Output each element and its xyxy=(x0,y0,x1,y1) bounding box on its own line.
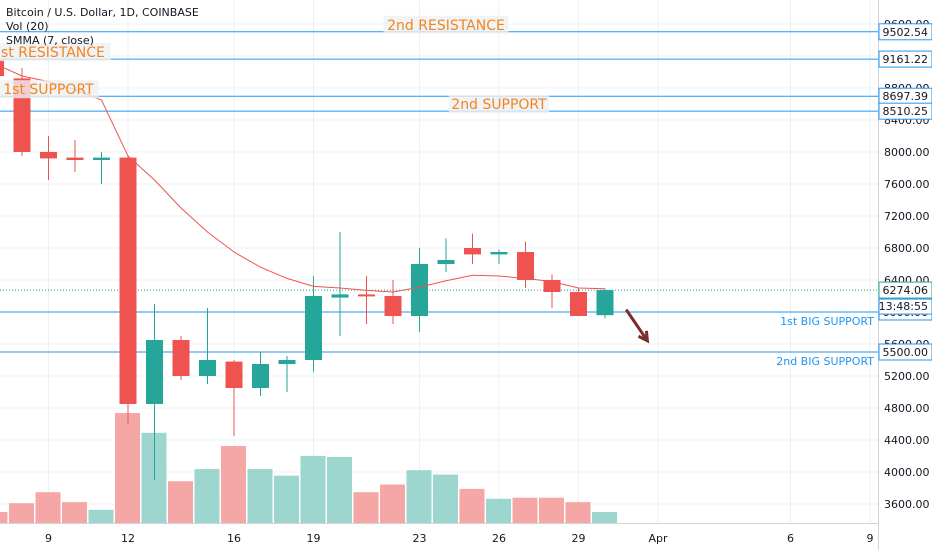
level-annotation: 1st BIG SUPPORT xyxy=(780,315,874,328)
y-tick-label: 4000.00 xyxy=(884,466,930,479)
last-price-badge xyxy=(878,281,932,299)
level-price-badge xyxy=(878,102,932,120)
annotation-background xyxy=(448,95,550,114)
y-tick-label: 8000.00 xyxy=(884,146,930,159)
volume-bar xyxy=(539,497,564,523)
level-price-label: 8697.39 xyxy=(883,90,929,103)
annotation-background xyxy=(383,15,509,34)
level-price-badge xyxy=(878,50,932,68)
level-annotation: 2nd RESISTANCE xyxy=(387,18,505,34)
y-tick-label: 4800.00 xyxy=(884,402,930,415)
volume-bar xyxy=(300,455,326,523)
volume-bar xyxy=(433,474,458,523)
volume-bar xyxy=(0,512,8,523)
countdown-label: 13:48:55 xyxy=(879,300,928,313)
trend-arrow-head xyxy=(637,330,650,344)
volume-bar xyxy=(88,509,114,523)
candle-body xyxy=(66,157,84,160)
trend-arrow xyxy=(624,308,649,342)
y-tick-label: 6800.00 xyxy=(884,242,930,255)
x-tick-label: 19 xyxy=(307,532,321,545)
candle-body xyxy=(517,252,534,280)
volume-bar xyxy=(9,503,34,523)
candle-body xyxy=(252,364,269,388)
volume-bar xyxy=(406,470,432,523)
volume-bar xyxy=(565,502,591,523)
chart-legend: Bitcoin / U.S. Dollar, 1D, COINBASE Vol … xyxy=(6,6,199,48)
volume-bar xyxy=(353,492,379,523)
level-annotation: 2nd BIG SUPPORT xyxy=(776,355,874,368)
candle-body xyxy=(358,294,375,297)
candle-body xyxy=(384,296,402,316)
candle-body xyxy=(464,248,481,255)
candle-body xyxy=(172,340,190,376)
level-price-label: 5500.00 xyxy=(883,346,929,359)
symbol-title[interactable]: Bitcoin / U.S. Dollar, 1D, COINBASE xyxy=(6,6,199,19)
y-tick-label: 7200.00 xyxy=(884,210,930,223)
y-tick-label: 5200.00 xyxy=(884,370,930,383)
candle-body xyxy=(331,294,349,298)
y-tick-label: 4400.00 xyxy=(884,434,930,447)
level-annotation: 2nd SUPPORT xyxy=(451,97,547,113)
volume-bar xyxy=(115,413,140,523)
volume-bar xyxy=(168,481,193,523)
x-tick-label: 29 xyxy=(572,532,586,545)
level-annotation: 1st SUPPORT xyxy=(3,82,94,98)
x-tick-label: 26 xyxy=(492,532,506,545)
candle-body xyxy=(119,157,137,404)
x-tick-label: 9 xyxy=(867,532,874,545)
candle-body xyxy=(199,360,216,376)
volume-bar xyxy=(459,488,485,523)
smma-indicator-label[interactable]: SMMA (7, close) xyxy=(6,34,94,47)
last-price-label: 6274.06 xyxy=(883,284,929,297)
candle-body xyxy=(0,60,4,76)
volume-bar xyxy=(194,469,220,523)
x-tick-label: Apr xyxy=(648,532,668,545)
candle-body xyxy=(278,360,296,364)
candle-body xyxy=(411,264,428,316)
candle-body xyxy=(146,340,163,404)
x-tick-label: 12 xyxy=(121,532,135,545)
level-price-badge xyxy=(878,23,932,41)
candle-body xyxy=(490,252,508,255)
y-tick-label: 7600.00 xyxy=(884,178,930,191)
x-tick-label: 6 xyxy=(787,532,794,545)
candle-body xyxy=(225,361,243,388)
volume-bar xyxy=(327,457,352,523)
volume-bar xyxy=(62,502,87,523)
time-axis xyxy=(0,523,878,550)
volume-bar xyxy=(274,475,299,523)
volume-bar xyxy=(221,446,246,523)
candle-body xyxy=(93,157,110,160)
y-tick-label: 3600.00 xyxy=(884,498,930,511)
volume-bar xyxy=(486,498,511,523)
volume-bar xyxy=(35,492,61,523)
volume-bar xyxy=(512,497,538,523)
x-tick-label: 23 xyxy=(413,532,427,545)
volume-bar xyxy=(592,512,617,523)
x-tick-label: 9 xyxy=(45,532,52,545)
candle-body xyxy=(305,296,322,360)
level-price-label: 8510.25 xyxy=(883,105,929,118)
level-price-badge xyxy=(878,343,932,361)
countdown-badge xyxy=(878,298,932,315)
level-price-label: 9502.54 xyxy=(883,26,929,39)
level-price-label: 9161.22 xyxy=(883,53,929,66)
candle-body xyxy=(596,290,614,316)
x-tick-label: 16 xyxy=(227,532,241,545)
smma-line xyxy=(0,65,606,293)
volume-bar xyxy=(380,484,405,523)
annotation-background xyxy=(0,43,111,62)
level-annotation: 1st RESISTANCE xyxy=(0,45,105,61)
volume-indicator-label[interactable]: Vol (20) xyxy=(6,20,49,33)
candle-body xyxy=(437,260,455,264)
annotation-background xyxy=(0,80,99,99)
candle-body xyxy=(40,152,57,159)
candle-body xyxy=(570,292,587,316)
volume-bar xyxy=(247,469,273,523)
